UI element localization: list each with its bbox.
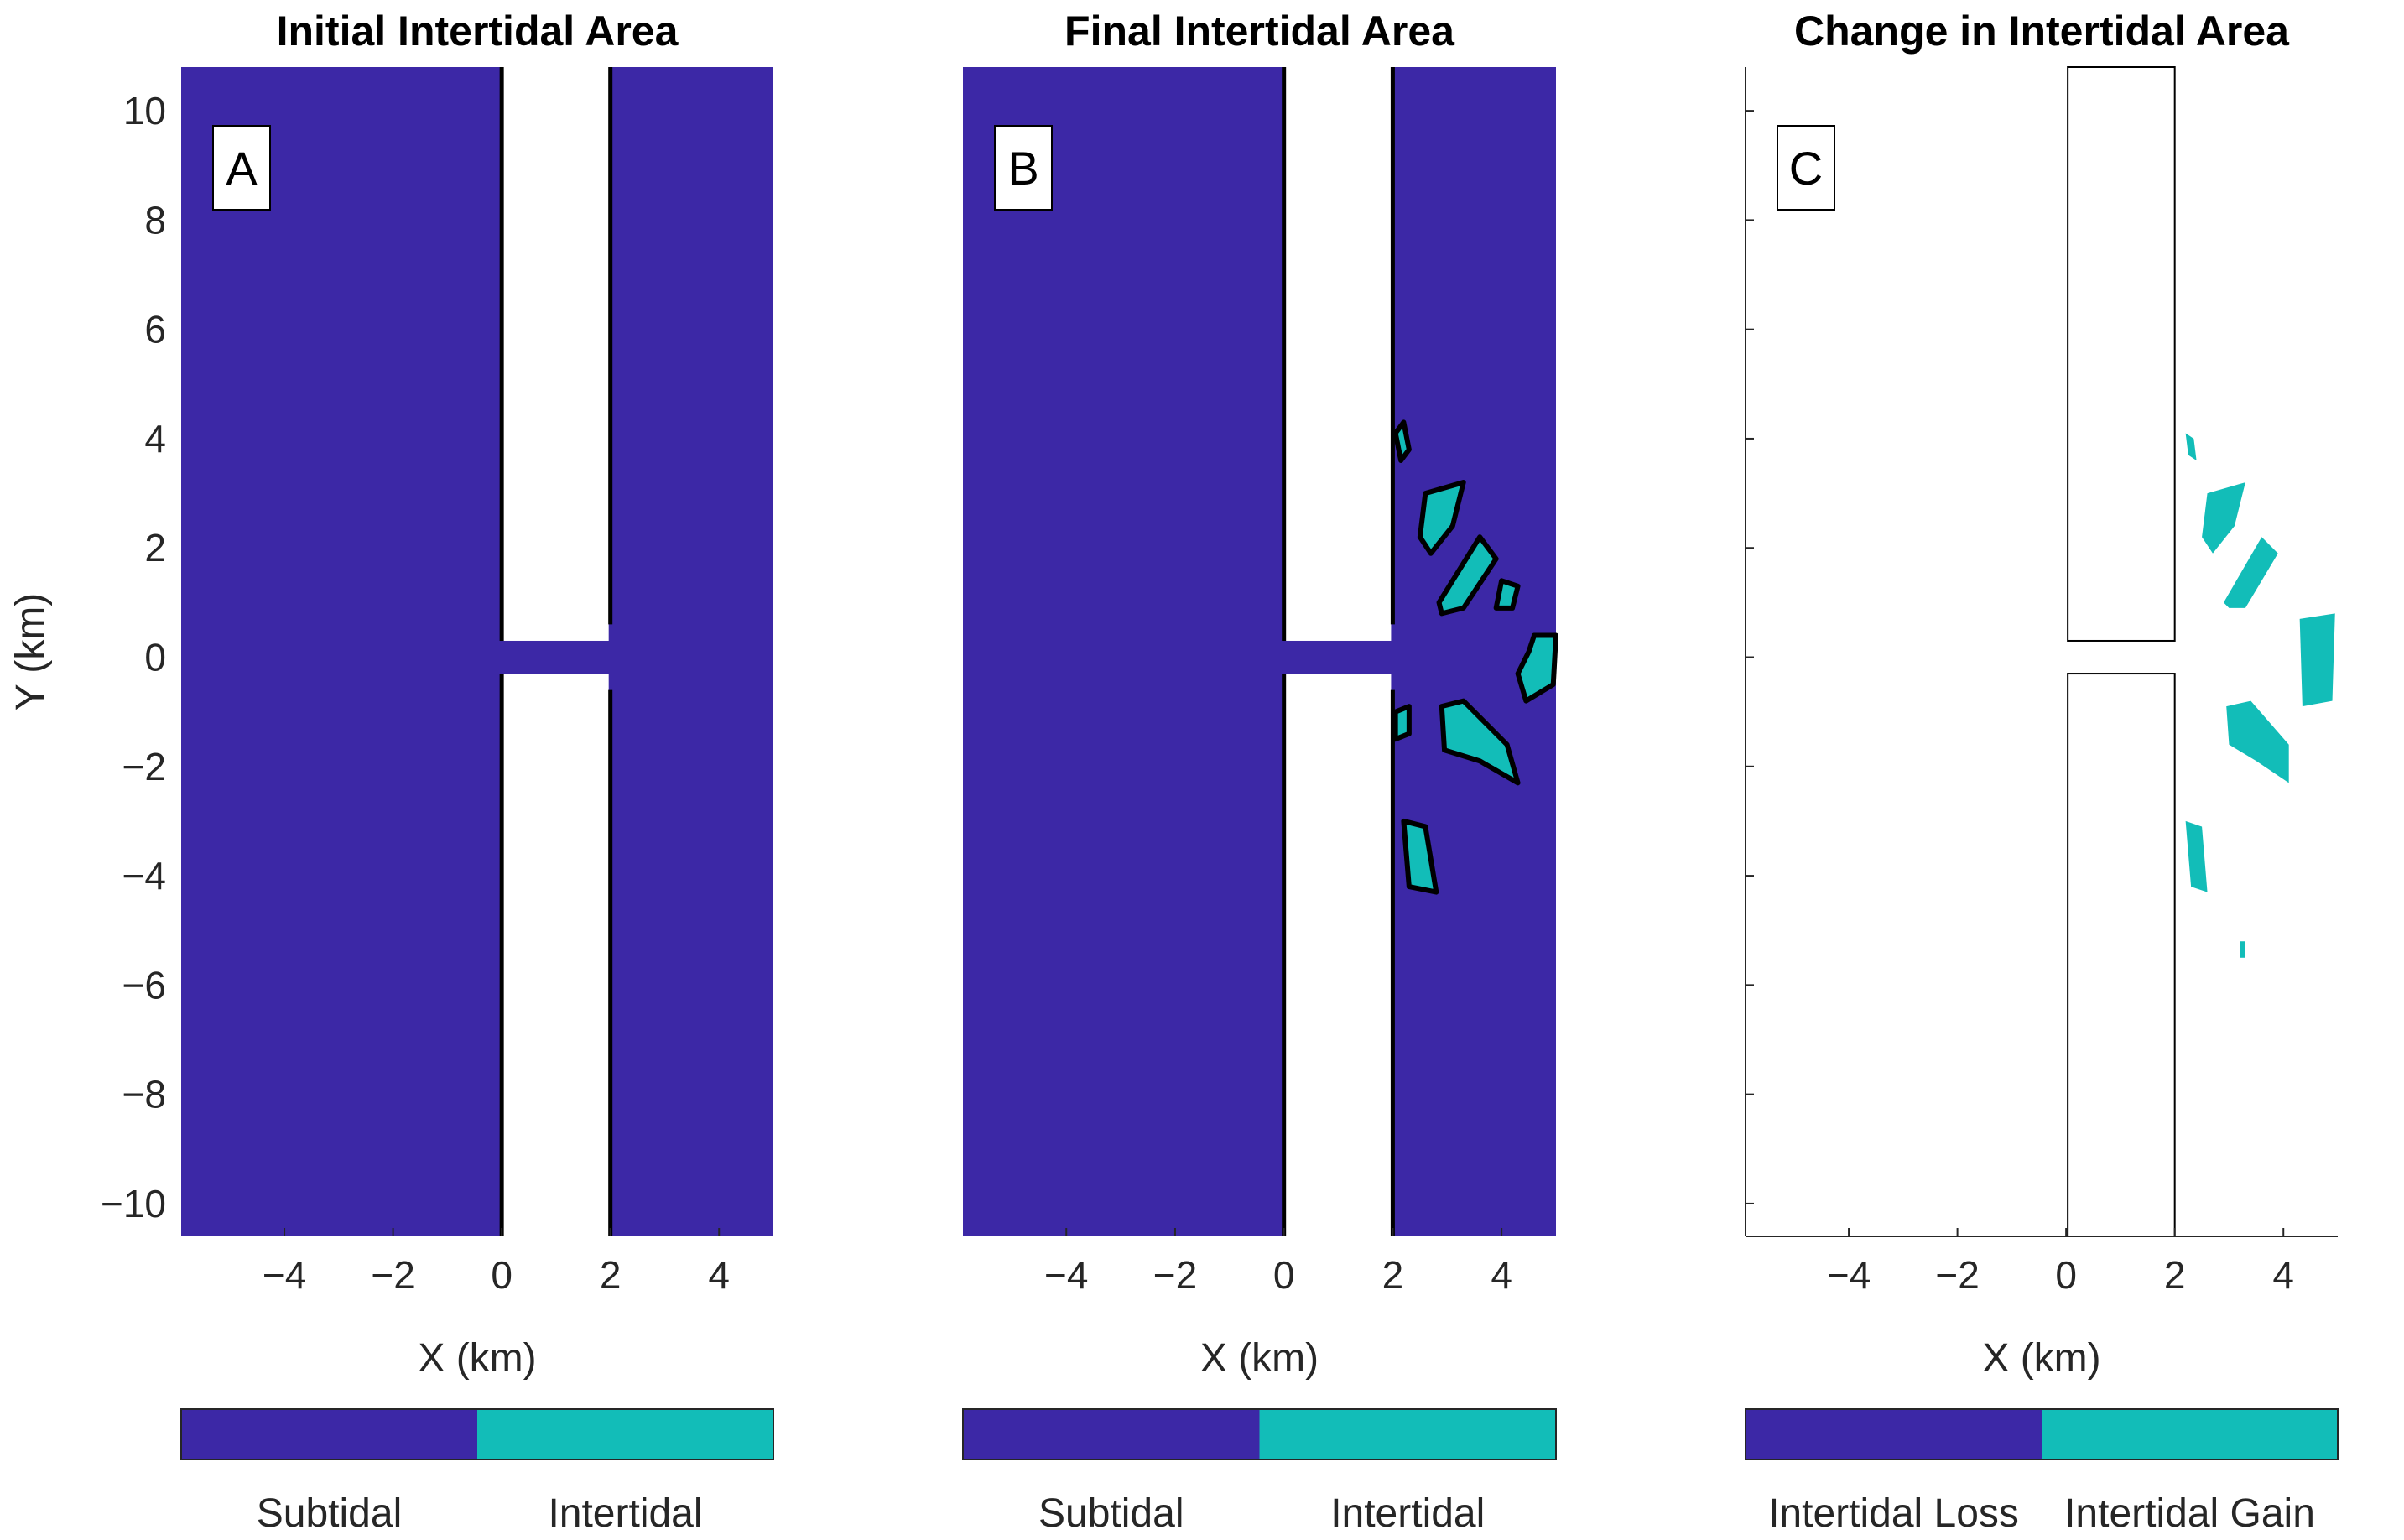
y-tick-label: 8	[144, 198, 166, 242]
island-south	[1285, 674, 1392, 1236]
y-tick-label: −10	[101, 1182, 166, 1225]
x-axis-label: X (km)	[1200, 1336, 1319, 1381]
intertidal-patch	[1439, 698, 1521, 786]
intertidal-gain-patch	[2223, 537, 2278, 608]
panel-label-box	[212, 125, 271, 211]
x-tick-label: −4	[1044, 1253, 1088, 1297]
island-south	[503, 674, 609, 1236]
x-tick-label: 2	[2164, 1253, 2186, 1297]
island-north	[503, 67, 609, 641]
x-tick-label: 4	[2272, 1253, 2294, 1297]
intertidal-patch	[1493, 578, 1521, 611]
y-tick-label: 6	[144, 308, 166, 351]
y-tick-label: −2	[122, 745, 166, 788]
intertidal-gain-patch	[2226, 700, 2289, 783]
intertidal-patch	[1392, 704, 1412, 742]
colorbar-frame	[180, 1408, 774, 1460]
panel-title: Change in Intertidal Area	[1794, 8, 2290, 55]
intertidal-gain-patch	[2299, 613, 2335, 707]
y-tick-label: 0	[144, 636, 166, 679]
colorbar-high	[477, 1409, 773, 1459]
y-axis-label: Y (km)	[8, 593, 53, 710]
intertidal-patch	[1417, 480, 1466, 556]
y-tick-label: −8	[122, 1073, 166, 1116]
subtidal-field	[181, 67, 773, 1236]
x-tick-label: 0	[491, 1253, 513, 1297]
intertidal-gain-patch	[2185, 433, 2197, 461]
colorbar-low	[963, 1409, 1260, 1459]
change-field	[1746, 67, 2338, 1236]
panel-title: Final Intertidal Area	[1064, 8, 1455, 55]
intertidal-patch	[1392, 419, 1412, 464]
colorbar-frame	[1745, 1408, 2339, 1460]
y-tick-label: 4	[144, 417, 166, 460]
panel-a: Initial Intertidal Area A −4 −2 0 2 4 X (km) −10…	[8, 8, 774, 1536]
colorbar-low	[1746, 1409, 2042, 1459]
colorbar-frame	[962, 1408, 1557, 1460]
y-tick-label: −6	[122, 963, 166, 1007]
panel-label: B	[1007, 142, 1038, 195]
panel-label-box	[1777, 125, 1835, 211]
intertidal-gain-patch	[2240, 941, 2245, 958]
colorbar-label-high: Intertidal	[1330, 1491, 1485, 1536]
intertidal-patch	[1515, 632, 1558, 704]
x-axis-label: X (km)	[418, 1336, 536, 1381]
island-north-outline	[2067, 66, 2176, 642]
colorbar-high	[1259, 1409, 1556, 1459]
intertidal-gain-patch	[2185, 820, 2208, 892]
intertidal-patch	[1436, 534, 1499, 617]
colorbar-label-low: Subtidal	[1038, 1491, 1184, 1536]
x-tick-label: 2	[600, 1253, 622, 1297]
panel-title: Initial Intertidal Area	[277, 8, 679, 55]
intertidal-patch	[1401, 818, 1439, 895]
x-tick-label: −4	[263, 1253, 306, 1297]
colorbar-high	[2042, 1409, 2338, 1459]
panel-label-box	[994, 125, 1053, 211]
x-tick-label: −2	[371, 1253, 414, 1297]
x-tick-label: −2	[1935, 1253, 1979, 1297]
x-tick-label: −4	[1827, 1253, 1871, 1297]
y-tick-label: 10	[123, 89, 166, 133]
panel-label: A	[226, 142, 258, 195]
colorbar-label-low: Intertidal Loss	[1768, 1491, 2019, 1536]
x-tick-label: 2	[1382, 1253, 1404, 1297]
panel-b: Final Intertidal Area B −4 −2 0 2 4 X (km) Subti…	[962, 8, 1558, 1536]
x-axis-label: X (km)	[1982, 1336, 2100, 1381]
subtidal-field	[963, 67, 1556, 1236]
colorbar-low	[181, 1409, 477, 1459]
panel-label: C	[1789, 142, 1823, 195]
y-tick-label: 2	[144, 526, 166, 570]
x-tick-label: −2	[1153, 1253, 1197, 1297]
colorbar-label-high: Intertidal	[548, 1491, 702, 1536]
x-tick-label: 4	[1491, 1253, 1512, 1297]
x-tick-label: 0	[1273, 1253, 1295, 1297]
panel-c: Change in Intertidal Area C −4 −2 0 2 4 X (km) I…	[1745, 8, 2339, 1536]
intertidal-gain-patch	[2202, 482, 2245, 554]
colorbar-label-low: Subtidal	[257, 1491, 402, 1536]
y-tick-label: −4	[122, 854, 166, 897]
x-tick-label: 4	[708, 1253, 730, 1297]
x-tick-label: 0	[2055, 1253, 2077, 1297]
colorbar-label-high: Intertidal Gain	[2064, 1491, 2315, 1536]
island-north	[1285, 67, 1392, 641]
